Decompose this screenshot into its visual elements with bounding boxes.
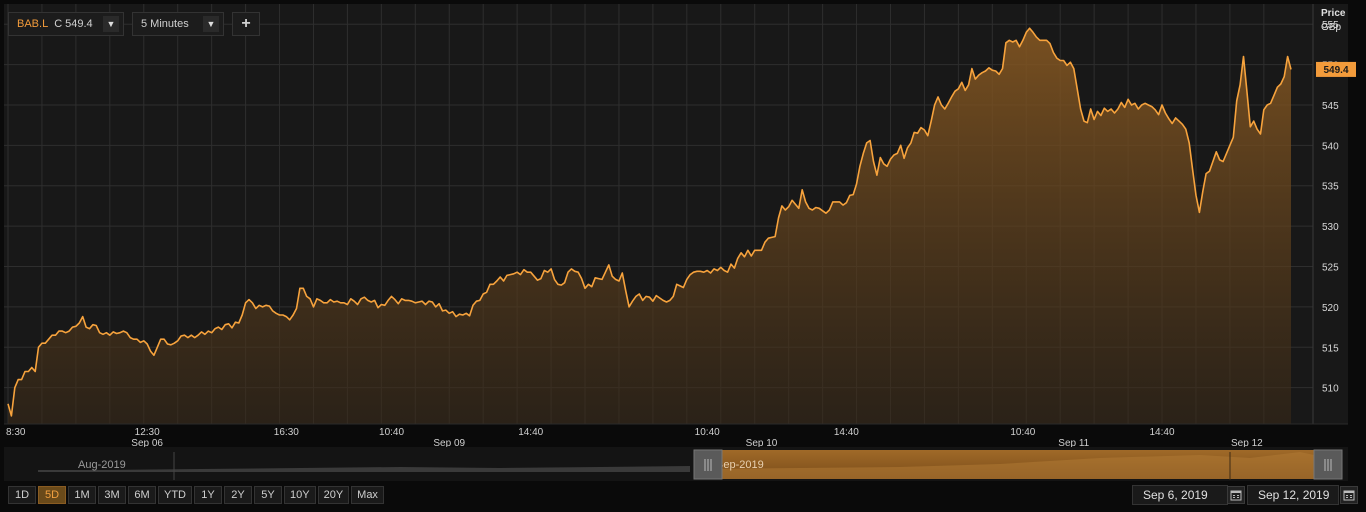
x-axis-day-labels: Sep 06 Sep 09 Sep 10 Sep 11 Sep 12	[131, 438, 1263, 449]
close-label: C	[54, 18, 63, 30]
range-button-bar: 1D 5D 1M 3M 6M YTD 1Y 2Y 5Y 10Y 20Y Max	[8, 486, 384, 504]
range-button-2y[interactable]: 2Y	[224, 486, 252, 504]
x-axis-time-labels: 8:30 12:30 16:30 10:40 14:40 10:40 14:40 10:40 1…	[6, 427, 1175, 438]
y-tick-label: 515	[1322, 343, 1339, 354]
y-tick-label: 520	[1322, 303, 1339, 314]
dropdown-arrow-icon[interactable]: ▼	[203, 16, 219, 32]
navigator-label-sep: Sep-2019	[716, 459, 764, 471]
y-axis-title: Price	[1321, 8, 1346, 19]
y-tick-label: 540	[1322, 141, 1339, 152]
navigator-label-aug: Aug-2019	[78, 459, 126, 471]
range-button-5y[interactable]: 5Y	[254, 486, 282, 504]
x-tick-label: 12:30	[135, 427, 160, 438]
from-date-value: Sep 6, 2019	[1143, 488, 1208, 502]
navigator-selection-area	[712, 452, 1314, 479]
x-tick-label: 14:40	[1150, 427, 1175, 438]
y-axis-unit: GBp	[1321, 22, 1341, 33]
interval-selector[interactable]: 5 Minutes ▼	[132, 12, 224, 36]
range-button-20y[interactable]: 20Y	[317, 486, 350, 504]
range-button-6m[interactable]: 6M	[128, 486, 156, 504]
to-date-field[interactable]: Sep 12, 2019	[1247, 485, 1339, 505]
y-tick-label: 545	[1322, 101, 1339, 112]
y-tick-label: 525	[1322, 263, 1339, 274]
range-button-max[interactable]: Max	[351, 486, 384, 504]
x-tick-label: 14:40	[518, 427, 543, 438]
symbol-selector[interactable]: BAB.L C 549.4 ▼	[8, 12, 124, 36]
x-tick-label: 10:40	[695, 427, 720, 438]
calendar-icon[interactable]	[1227, 486, 1245, 504]
interval-label: 5 Minutes	[141, 18, 189, 30]
range-button-ytd[interactable]: YTD	[158, 486, 192, 504]
x-tick-label: 10:40	[379, 427, 404, 438]
x-day-label: Sep 12	[1231, 438, 1263, 449]
x-tick-label: 10:40	[1010, 427, 1035, 438]
price-area	[8, 28, 1291, 424]
range-button-1y[interactable]: 1Y	[194, 486, 222, 504]
range-button-10y[interactable]: 10Y	[284, 486, 316, 504]
range-button-1d[interactable]: 1D	[8, 486, 36, 504]
y-tick-label: 535	[1322, 182, 1339, 193]
dropdown-arrow-icon[interactable]: ▼	[103, 16, 119, 32]
y-tick-label: 510	[1322, 384, 1339, 395]
to-date-value: Sep 12, 2019	[1258, 488, 1330, 502]
x-day-label: Sep 10	[746, 438, 778, 449]
last-price-marker: 549.4	[1316, 61, 1356, 77]
navigator-history-area	[38, 466, 690, 472]
chart-toolbar: BAB.L C 549.4 ▼ 5 Minutes ▼ +	[8, 12, 260, 38]
close-value: 549.4	[65, 18, 93, 30]
price-line	[7, 27, 1292, 417]
y-tick-label: 555	[1322, 20, 1339, 31]
x-day-label: Sep 09	[433, 438, 465, 449]
plus-icon: +	[241, 15, 251, 32]
range-button-1m[interactable]: 1M	[68, 486, 96, 504]
y-tick-label: 530	[1322, 222, 1339, 233]
x-day-label: Sep 11	[1058, 438, 1089, 449]
from-date-field[interactable]: Sep 6, 2019	[1132, 485, 1228, 505]
calendar-icon[interactable]	[1340, 486, 1358, 504]
x-tick-label: 14:40	[834, 427, 859, 438]
range-button-5d[interactable]: 5D	[38, 486, 66, 504]
x-tick-label: 8:30	[6, 427, 26, 438]
x-tick-label: 16:30	[274, 427, 299, 438]
navigator[interactable]: Aug-2019 Sep-2019	[4, 447, 1348, 481]
range-button-3m[interactable]: 3M	[98, 486, 126, 504]
x-day-label: Sep 06	[131, 438, 163, 449]
symbol-label: BAB.L	[17, 18, 49, 30]
last-price-label: 549.4	[1323, 65, 1348, 76]
add-series-button[interactable]: +	[232, 12, 260, 36]
